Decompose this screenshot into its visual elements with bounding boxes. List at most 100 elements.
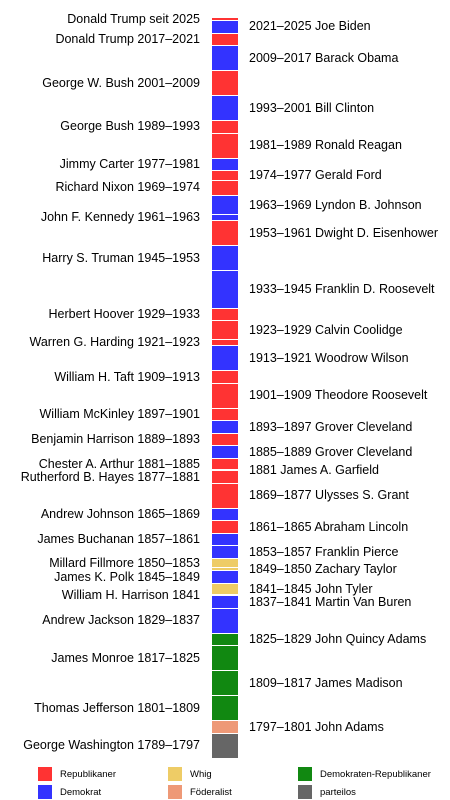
term-bar-segment: [212, 445, 238, 458]
term-bar-segment: [212, 20, 238, 33]
president-label: 1837–1841 Martin Van Buren: [249, 595, 412, 610]
legend-label: Demokraten-Republikaner: [320, 768, 431, 780]
term-bar-segment: [212, 482, 238, 508]
president-label: 1841–1845 John Tyler: [249, 582, 373, 597]
president-label: Donald Trump 2017–2021: [55, 31, 200, 46]
president-label: William McKinley 1897–1901: [39, 407, 201, 422]
president-label: Benjamin Harrison 1889–1893: [31, 432, 200, 447]
legend-swatch: [38, 785, 52, 799]
president-label: 1885–1889 Grover Cleveland: [249, 444, 413, 459]
legend-item: Demokraten-Republikaner: [298, 766, 431, 782]
term-bar-segment: [212, 32, 238, 46]
term-bar-segment: [212, 468, 238, 471]
term-bar-segment: [212, 307, 238, 321]
president-label: 1869–1877 Ulysses S. Grant: [249, 488, 409, 503]
term-bar-segment: [212, 95, 238, 121]
president-label: Chester A. Arthur 1881–1885: [38, 457, 200, 472]
legend-item: Demokrat: [38, 784, 101, 800]
president-label: 1993–2001 Bill Clinton: [249, 100, 375, 115]
term-bar-segment: [212, 170, 238, 180]
president-label: 1825–1829 John Quincy Adams: [249, 632, 427, 647]
presidents-timeline: Donald Trump seit 2025 2021–2025 Joe Bide…: [20, 11, 439, 758]
term-bar-segment: [212, 545, 238, 558]
term-bar-segment: [212, 213, 238, 221]
legend-item: Föderalist: [168, 784, 232, 800]
term-bar-segment: [212, 370, 238, 383]
term-bar-segment: [212, 70, 238, 96]
legend-item: Republikaner: [38, 766, 116, 782]
term-bar-segment: [212, 45, 238, 71]
term-bar-segment: [212, 670, 238, 696]
president-label: 1974–1977 Gerald Ford: [249, 167, 382, 182]
term-bar-segment: [212, 632, 238, 646]
legend-swatch: [298, 785, 312, 799]
term-bar-segment: [212, 179, 238, 196]
president-label: Rutherford B. Hayes 1877–1881: [20, 470, 200, 485]
term-bar-segment: [212, 645, 238, 671]
term-bar-segment: [212, 557, 238, 568]
term-bar-segment: [212, 695, 238, 721]
term-bar-segment: [212, 220, 238, 246]
president-label: Andrew Johnson 1865–1869: [40, 507, 200, 522]
president-label: Thomas Jefferson 1801–1809: [34, 700, 200, 715]
president-label: 1953–1961 Dwight D. Eisenhower: [249, 225, 439, 240]
president-label: 1901–1909 Theodore Roosevelt: [249, 388, 428, 403]
term-bar-segment: [212, 470, 238, 483]
term-bar-segment: [212, 732, 238, 758]
party-legend: Republikaner Whig Demokraten-Republikaner D…: [0, 760, 450, 800]
president-label: 1893–1897 Grover Cleveland: [249, 419, 413, 434]
president-label: 1881 James A. Garfield: [249, 462, 379, 477]
term-bar-segment: [212, 17, 238, 21]
legend-swatch: [298, 767, 312, 781]
term-bar-segment: [212, 593, 238, 596]
president-label: 2009–2017 Barack Obama: [249, 50, 399, 65]
legend-swatch: [168, 767, 182, 781]
legend-label: Föderalist: [190, 786, 232, 798]
term-bar-segment: [212, 507, 238, 521]
term-bar-segment: [212, 339, 238, 346]
term-bar-segment: [212, 270, 238, 308]
term-bar-segment: [212, 570, 238, 583]
term-bar-segment: [212, 420, 238, 433]
term-bar-segment: [212, 567, 238, 571]
term-bar-segment: [212, 582, 238, 596]
legend-label: parteilos: [320, 786, 356, 798]
president-label: William H. Taft 1909–1913: [54, 369, 200, 384]
president-label: Donald Trump seit 2025: [67, 11, 200, 26]
president-label: Millard Fillmore 1850–1853: [49, 555, 200, 570]
president-label: James Monroe 1817–1825: [51, 650, 200, 665]
legend-label: Whig: [190, 768, 212, 780]
term-bar-segment: [212, 407, 238, 421]
term-bar-segment: [212, 245, 238, 271]
president-label: Richard Nixon 1969–1974: [55, 180, 200, 195]
term-bar-segment: [212, 520, 238, 533]
president-label: John F. Kennedy 1961–1963: [40, 210, 200, 225]
president-label: James Buchanan 1857–1861: [37, 532, 200, 547]
president-label: Herbert Hoover 1929–1933: [48, 307, 201, 322]
legend-item: Whig: [168, 766, 212, 782]
president-label: George Washington 1789–1797: [23, 738, 200, 753]
term-bar-segment: [212, 595, 238, 608]
term-bar-segment: [212, 382, 238, 408]
term-bar-segment: [212, 432, 238, 446]
president-label: George W. Bush 2001–2009: [42, 75, 200, 90]
legend-label: Republikaner: [60, 768, 116, 780]
term-bar-segment: [212, 132, 238, 158]
legend-label: Demokrat: [60, 786, 102, 798]
president-label: 1861–1865 Abraham Lincoln: [249, 519, 409, 534]
president-label: 2021–2025 Joe Biden: [249, 19, 371, 34]
president-label: George Bush 1989–1993: [60, 119, 200, 134]
president-label: 1933–1945 Franklin D. Roosevelt: [249, 282, 435, 296]
term-bar-segment: [212, 720, 238, 733]
president-label: Harry S. Truman 1945–1953: [42, 250, 200, 265]
president-label: 1849–1850 Zachary Taylor: [249, 561, 397, 576]
president-label: 1853–1857 Franklin Pierce: [249, 544, 399, 559]
term-bar-segment: [212, 607, 238, 633]
term-bar-segment: [212, 157, 238, 171]
president-label: Andrew Jackson 1829–1837: [42, 613, 200, 628]
president-label: 1809–1817 James Madison: [249, 675, 403, 690]
president-label: Warren G. Harding 1921–1923: [29, 335, 200, 350]
term-bar-segment: [212, 457, 238, 471]
president-label: 1981–1989 Ronald Reagan: [249, 138, 402, 153]
term-bar-segment: [212, 532, 238, 546]
